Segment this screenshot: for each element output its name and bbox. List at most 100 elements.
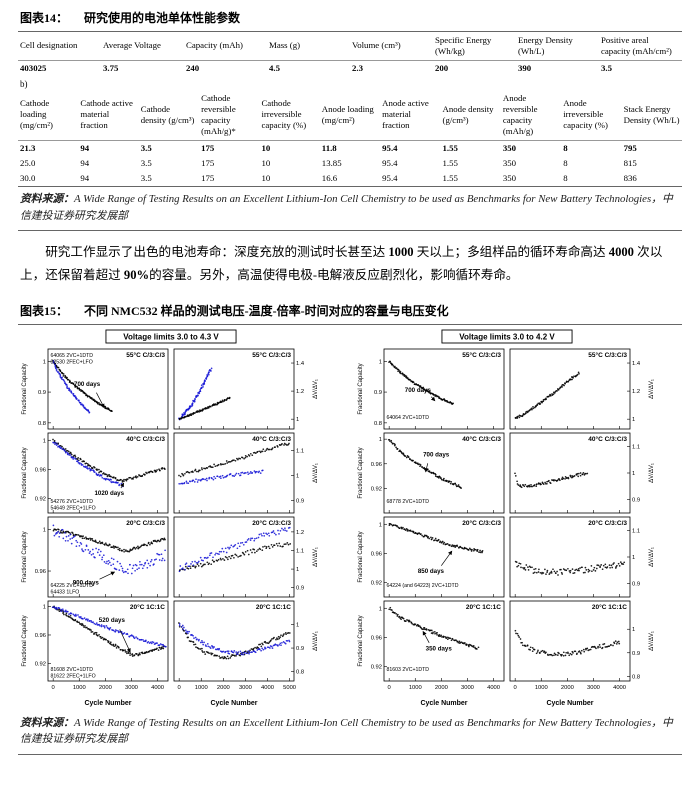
- y-tick-label: 0.9: [374, 390, 382, 396]
- paragraph-segment: 研究工作显示了出色的电池寿命：深度充放的测试时长甚至达: [45, 245, 389, 260]
- paragraph-segment: 1000: [388, 245, 414, 260]
- y-tick-label: 1: [43, 527, 46, 533]
- y-tick-label: 0.96: [35, 569, 46, 575]
- annotation-days: 850 days: [418, 568, 445, 575]
- cap-subplot-frame: [47, 600, 169, 682]
- cap-subplot-frame: [47, 516, 169, 598]
- y-tick-label: 1: [632, 627, 635, 633]
- table-cell: 1.55: [442, 143, 458, 154]
- cap-subplot-frame: [383, 432, 505, 514]
- body-paragraph: 研究工作显示了出色的电池寿命：深度充放的测试时长甚至达 1000 天以上；多组样…: [20, 241, 680, 286]
- table-cell: 815: [623, 158, 637, 169]
- cell-id-label: 64224 (and 64223) 2VC+1DTD: [387, 583, 459, 589]
- y-tick-label: 1: [379, 522, 382, 528]
- table-cell: 836: [623, 173, 637, 184]
- cell-id-label: 81622 2FEC+1LFO: [51, 673, 96, 679]
- table-cell: 175: [201, 143, 215, 154]
- table-cell: 8: [563, 173, 568, 184]
- table-cell: 200: [435, 63, 449, 74]
- y-tick-label: 1: [379, 606, 382, 612]
- y-tick-label: 0.96: [371, 551, 382, 557]
- table-cell: 94: [80, 143, 90, 154]
- y-tick-label: 1: [296, 473, 299, 479]
- x-tick-label: 4000: [613, 685, 626, 691]
- x-tick-label: 0: [52, 685, 55, 691]
- paragraph-segment: 4000: [608, 245, 634, 260]
- column-header: Cell designation: [18, 32, 101, 61]
- scatter-series: [52, 605, 167, 657]
- condition-label: 20°C C/3:C/3: [126, 519, 165, 527]
- x-tick-label: 3000: [587, 685, 600, 691]
- dv-subplot-frame: [509, 432, 631, 514]
- y-tick-label: 0.8: [632, 674, 640, 680]
- dv-subplot-frame: [173, 348, 295, 430]
- table-cell: 94: [80, 158, 90, 169]
- condition-label: 20°C 1C:1C: [592, 603, 627, 611]
- table-cell: 30.0: [20, 173, 36, 184]
- scatter-series: [51, 605, 167, 648]
- column-header: Stack Energy Density (Wh/L): [621, 89, 682, 141]
- cell-id-label: 64065 2VC+1DTD: [51, 353, 94, 359]
- column-header: Average Voltage: [101, 32, 184, 61]
- table-cell: 95.4: [382, 143, 398, 154]
- cap-subplot-frame: [47, 348, 169, 430]
- y-tick-label: 0.96: [371, 461, 382, 467]
- y-tick-label: 1: [43, 359, 46, 365]
- y-axis-label-left: Fractional Capacity: [22, 531, 28, 582]
- annotation-days: 700 days: [74, 381, 101, 388]
- y-tick-label: 0.9: [632, 497, 640, 503]
- column-header: Positive areal capacity (mAh/cm²): [599, 32, 682, 61]
- scatter-series: [178, 526, 291, 572]
- y-tick-label: 1: [632, 555, 635, 561]
- y-tick-label: 1: [296, 417, 299, 423]
- x-tick-label: 3000: [461, 685, 474, 691]
- figure15-title: 不同 NMC532 样品的测试电压-温度-倍率-时间对应的容量与电压变化: [84, 303, 449, 318]
- panel-title: Voltage limits 3.0 to 4.3 V: [123, 332, 219, 341]
- y-axis-label-right: ΔV/ΔV₁: [313, 379, 319, 399]
- table-cell: 3.5: [140, 173, 152, 184]
- column-header: Cathode active material fraction: [78, 89, 139, 141]
- column-header: Volume (cm³): [350, 32, 433, 61]
- y-tick-label: 1.4: [296, 361, 305, 367]
- dv-subplot-frame: [173, 516, 295, 598]
- table-cell: 11.8: [321, 143, 337, 154]
- column-header: Anode reversible capacity (mAh/g): [500, 89, 562, 141]
- table-cell: 403025: [20, 63, 47, 74]
- condition-label: 20°C 1C:1C: [466, 603, 501, 611]
- table14-part-b-label: b): [20, 78, 28, 89]
- y-tick-label: 1: [43, 604, 46, 610]
- table-cell: 16.6: [321, 173, 338, 184]
- report-page: 图表14： 研究使用的电池单体性能参数 Cell designation Aver…: [18, 11, 682, 756]
- y-tick-label: 0.9: [632, 581, 640, 587]
- column-header: Capacity (mAh): [184, 32, 267, 61]
- cell-id-label: 81608 2VC+1DTD: [51, 667, 94, 673]
- cap-subplot-frame: [47, 432, 169, 514]
- paragraph-segment: 90%: [123, 268, 150, 283]
- y-tick-label: 0.96: [35, 467, 46, 473]
- cell-id-label: 54649 2FEC+1LFO: [51, 505, 96, 511]
- y-tick-label: 1.4: [632, 361, 641, 367]
- scatter-series: [178, 541, 292, 572]
- y-tick-label: 1: [296, 622, 299, 628]
- x-tick-label: 0: [388, 685, 391, 691]
- table-cell: 3.5: [140, 143, 152, 154]
- x-tick-label: 2000: [435, 685, 448, 691]
- x-tick-label: 1000: [535, 685, 548, 691]
- y-tick-label: 0.92: [371, 664, 382, 670]
- dv-subplot-frame: [173, 600, 295, 682]
- y-tick-label: 0.9: [296, 498, 304, 504]
- x-tick-label: 1000: [73, 685, 86, 691]
- scatter-series: [387, 438, 462, 489]
- table-cell: 175: [201, 158, 215, 169]
- paragraph-segment: 天以上；多组样品的循环寿命高达: [413, 245, 609, 260]
- y-axis-label-left: Fractional Capacity: [358, 615, 364, 666]
- y-tick-label: 1.2: [632, 389, 640, 395]
- column-header: Anode irreversible capacity (%): [561, 89, 622, 141]
- scatter-series: [388, 606, 480, 650]
- condition-label: 20°C 1C:1C: [130, 603, 165, 611]
- x-tick-label: 0: [514, 685, 517, 691]
- x-axis-label: Cycle Number: [210, 700, 257, 707]
- x-tick-label: 3000: [125, 685, 138, 691]
- y-axis-label-right: ΔV/ΔV₁: [313, 463, 319, 483]
- x-axis-label: Cycle Number: [420, 700, 467, 707]
